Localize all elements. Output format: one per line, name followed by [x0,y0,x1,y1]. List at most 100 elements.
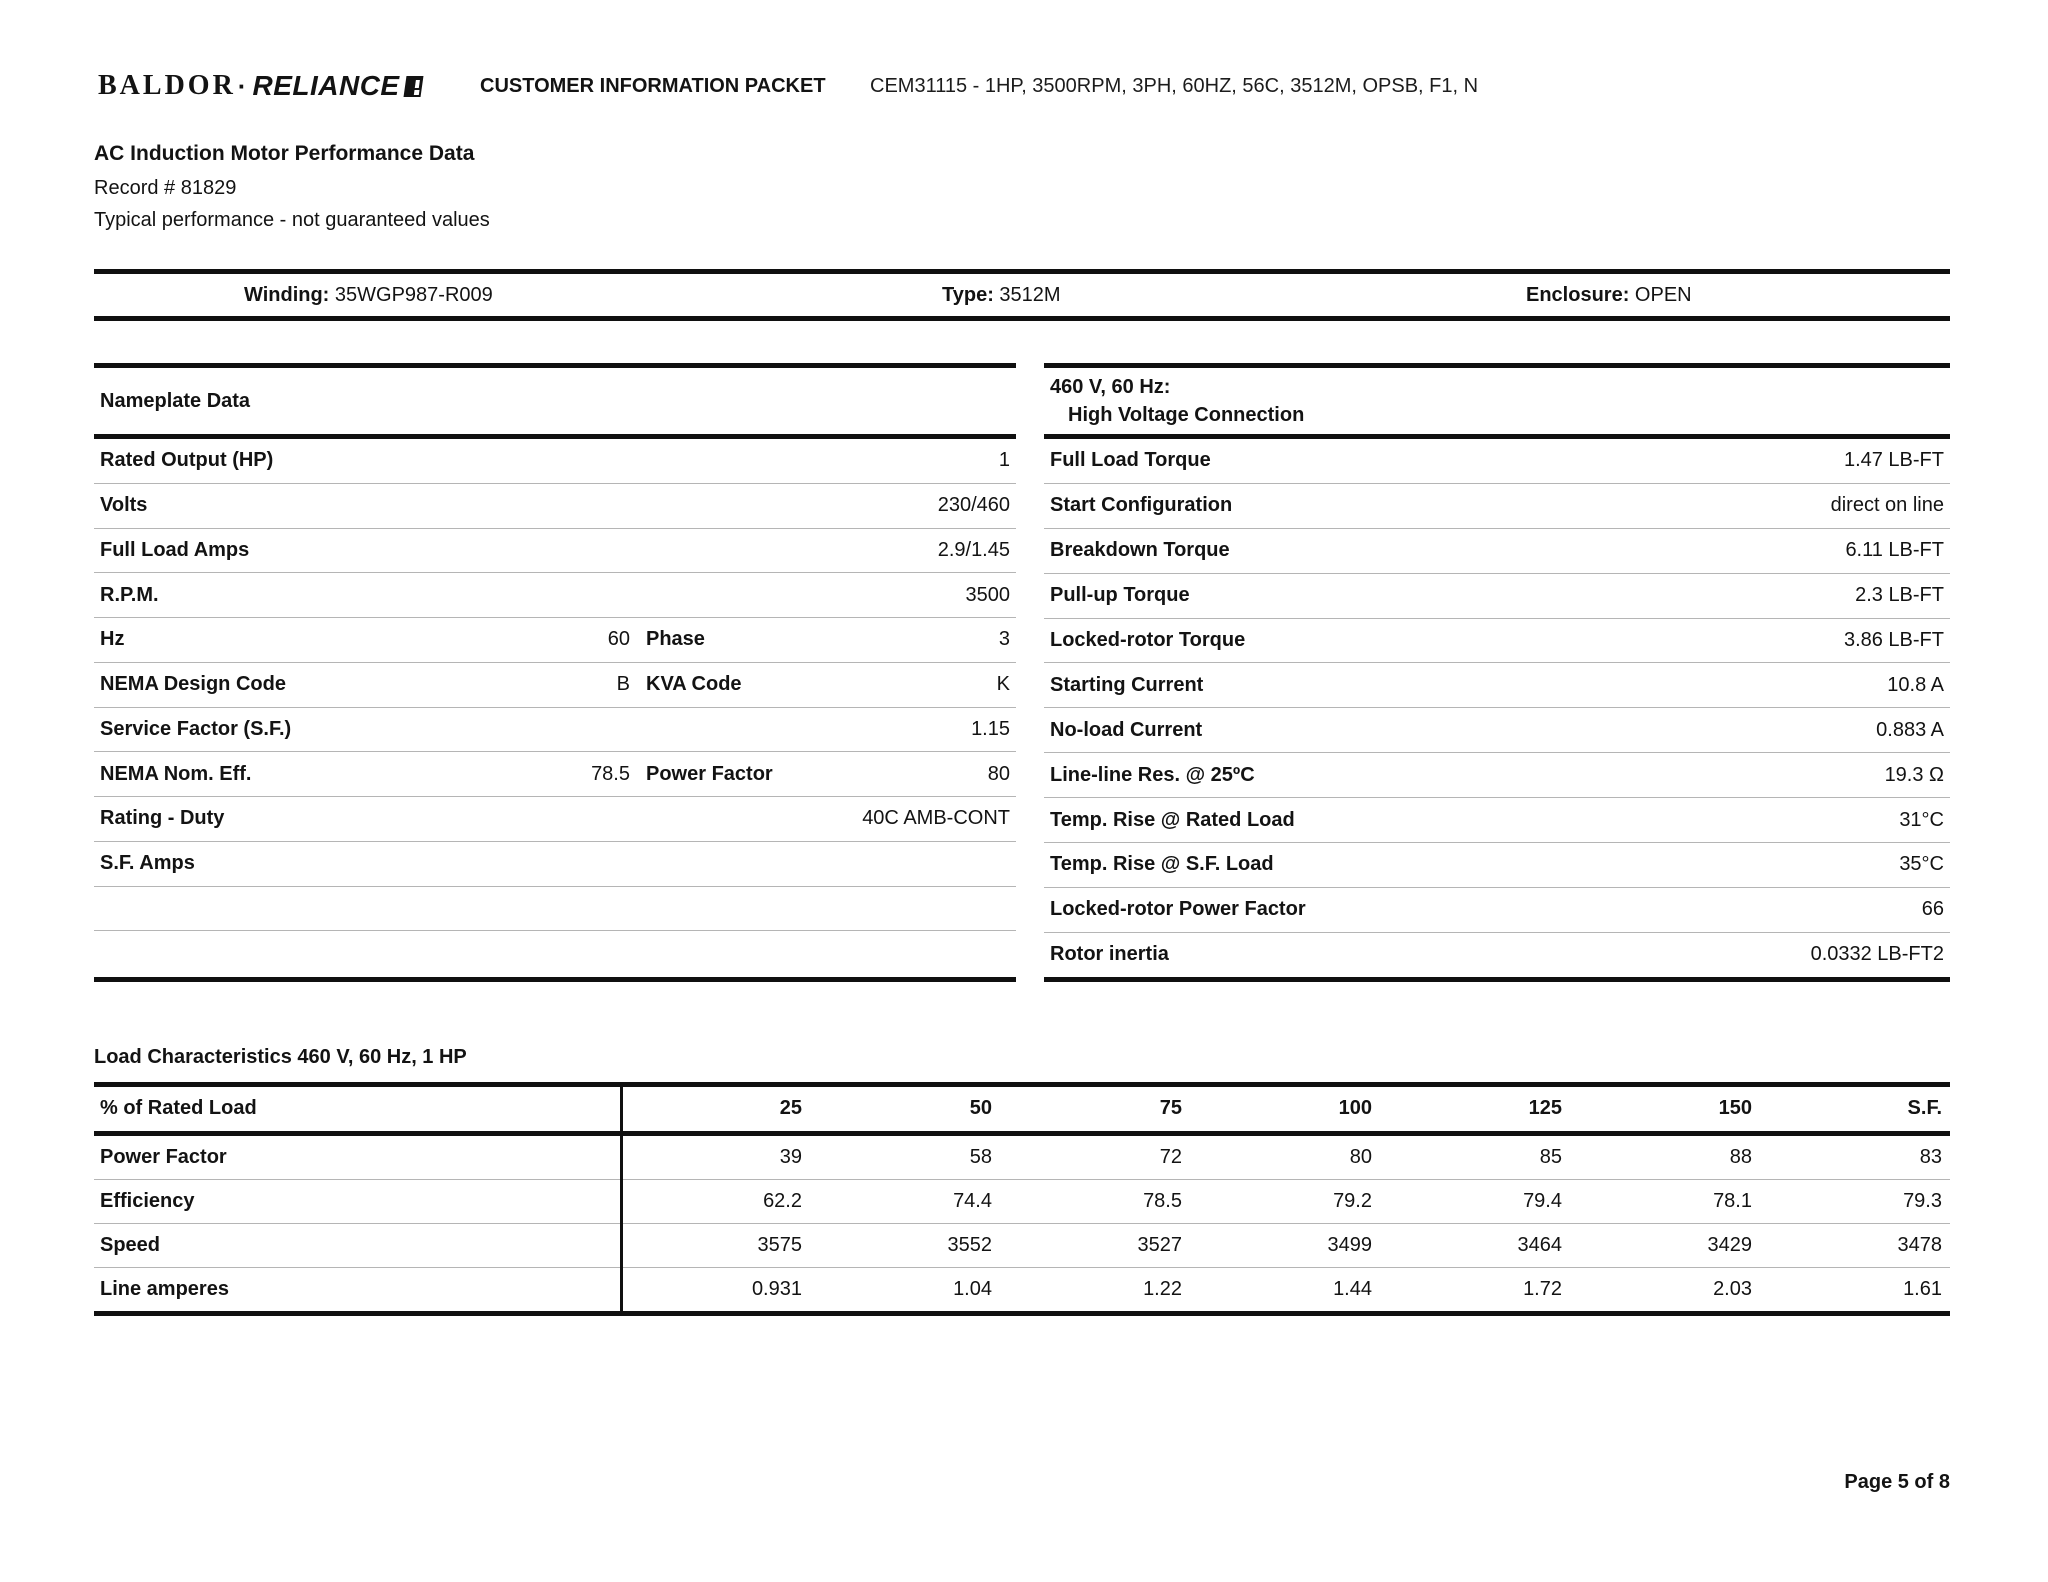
lc-value: 79.4 [1523,1189,1562,1212]
enclosure-value: OPEN [1634,284,1692,306]
row-value: 1.47 LB-FT [1843,449,1944,472]
nameplate-row: Service Factor (S.F.) 1.15 [94,708,1016,753]
lc-value: 3464 [1517,1233,1563,1256]
row-value: 40C AMB-CONT [862,807,1010,830]
lc-value: 3478 [1897,1233,1943,1256]
row-label: Rotor inertia [1050,943,1169,966]
enclosure-cell: Enclosure: OPEN [1526,274,1692,316]
lc-value: 3429 [1707,1233,1753,1256]
lc-value: 62.2 [763,1189,802,1212]
row-label: Breakdown Torque [1050,539,1230,562]
lc-value: 1.44 [1333,1277,1372,1300]
hv-row: No-load Current 0.883 A [1044,708,1950,754]
page-header: BALDOR · RELIANCE CUSTOMER INFORMATION P… [94,70,1950,102]
row-label: No-load Current [1050,718,1203,741]
row-label: Speed [100,1233,161,1256]
record-number: Record # 81829 [94,177,237,199]
hv-row: Locked-rotor Power Factor 66 [1044,888,1950,933]
row-label: NEMA Design Code [100,673,286,696]
row-label: Power Factor [100,1145,227,1168]
lc-column-header: 125 [1528,1097,1562,1120]
hv-row: Full Load Torque 1.47 LB-FT [1044,439,1950,484]
row-label: Rating - Duty [100,807,225,830]
hv-row: Breakdown Torque 6.11 LB-FT [1044,529,1950,574]
winding-value: 35WGP987-R009 [334,284,493,306]
hv-row: Temp. Rise @ Rated Load 31°C [1044,798,1950,844]
lc-data-row: Line amperes 0.931 1.04 1.22 1.44 1.72 2.03 1.6… [94,1268,1950,1311]
hv-row: Starting Current 10.8 A [1044,663,1950,709]
row-value: 1 [998,449,1010,472]
row-value: K [996,673,1010,696]
row-value: 80 [987,762,1010,785]
row-label: Locked-rotor Torque [1050,629,1246,651]
row-label: Start Configuration [1050,494,1233,517]
lc-header-label: % of Rated Load [100,1097,257,1120]
lc-value: 1.04 [953,1277,992,1300]
lc-header-row: % of Rated Load 25 50 75 100 125 150 S.F. [94,1087,1950,1136]
hv-row: Pull-up Torque 2.3 LB-FT [1044,574,1950,619]
row-value: 35°C [1899,853,1944,876]
row-value: 1.15 [971,717,1010,740]
enclosure-label: Enclosure: [1526,284,1630,306]
row-mid-value: 60 [607,628,630,651]
row-value: 3.86 LB-FT [1843,629,1944,651]
nameplate-row: Hz 60 Phase 3 [94,618,1016,663]
row-label: Service Factor (S.F.) [100,717,292,740]
nameplate-row: NEMA Nom. Eff. 78.5 Power Factor 80 [94,752,1016,797]
lc-value: 85 [1539,1145,1562,1168]
lc-vertical-divider [620,1086,623,1311]
nameplate-title: Nameplate Data [100,389,251,412]
hv-connection-header: 460 V, 60 Hz: High Voltage Connection [1044,368,1950,439]
nameplate-row [94,887,1016,932]
row-label: Starting Current [1050,673,1204,696]
row-value: 0.883 A [1876,718,1944,741]
row-label: Locked-rotor Power Factor [1050,898,1306,921]
lc-value: 74.4 [953,1189,992,1212]
hv-connection-table: 460 V, 60 Hz: High Voltage Connection Fu… [1044,363,1950,982]
row-mid-value: B [616,673,630,696]
lc-data-row: Efficiency 62.2 74.4 78.5 79.2 79.4 78.1 79.3 [94,1180,1950,1224]
hv-row: Line-line Res. @ 25ºC 19.3 Ω [1044,753,1950,799]
baldor-reliance-logo: BALDOR · RELIANCE [98,70,424,102]
packet-title: CUSTOMER INFORMATION PACKET [480,75,826,97]
lc-value: 78.5 [1143,1189,1182,1212]
winding-cell: Winding: 35WGP987-R009 [244,274,493,316]
lc-value: 79.2 [1333,1189,1372,1212]
row-label: Line-line Res. @ 25ºC [1050,763,1255,786]
row-value: 3500 [965,583,1011,606]
row-value: 66 [1921,898,1944,921]
row-value: 230/460 [937,494,1010,517]
lc-column-header: 100 [1338,1097,1372,1120]
row-label: Temp. Rise @ Rated Load [1050,808,1295,831]
type-value: 3512M [999,284,1061,306]
logo-baldor-text: BALDOR [98,70,236,101]
lc-value: 3499 [1327,1233,1373,1256]
nameplate-row: Full Load Amps 2.9/1.45 [94,529,1016,574]
row-mid-label: Power Factor [646,762,773,785]
type-label: Type: [942,284,994,306]
lc-value: 3552 [947,1233,993,1256]
row-mid-label: Phase [646,628,705,651]
hv-row: Rotor inertia 0.0332 LB-FT2 [1044,933,1950,977]
lc-column-header: 150 [1718,1097,1752,1120]
row-value: 10.8 A [1887,673,1944,696]
row-value: 3 [998,628,1010,651]
hv-row: Locked-rotor Torque 3.86 LB-FT [1044,619,1950,664]
hv-rows: Full Load Torque 1.47 LB-FT Start Configur… [1044,439,1950,977]
nameplate-rows: Rated Output (HP) 1 Volts 230/460 Full Load … [94,439,1016,975]
nameplate-row: S.F. Amps [94,842,1016,887]
row-label: Hz [100,628,125,651]
winding-bar: Winding: 35WGP987-R009 Type: 3512M Enclo… [94,269,1950,321]
lc-value: 39 [779,1145,802,1168]
row-label: NEMA Nom. Eff. [100,762,252,785]
lc-column-header: 75 [1159,1097,1182,1120]
lc-value: 72 [1159,1145,1182,1168]
row-value: 6.11 LB-FT [1845,539,1944,562]
lc-value: 80 [1349,1145,1372,1168]
row-mid-value: 78.5 [591,762,630,785]
row-label: Efficiency [100,1189,195,1212]
row-mid-label: KVA Code [646,673,742,696]
row-label: Line amperes [100,1277,229,1300]
row-value: 31°C [1899,808,1944,831]
lc-value: 78.1 [1713,1189,1752,1212]
